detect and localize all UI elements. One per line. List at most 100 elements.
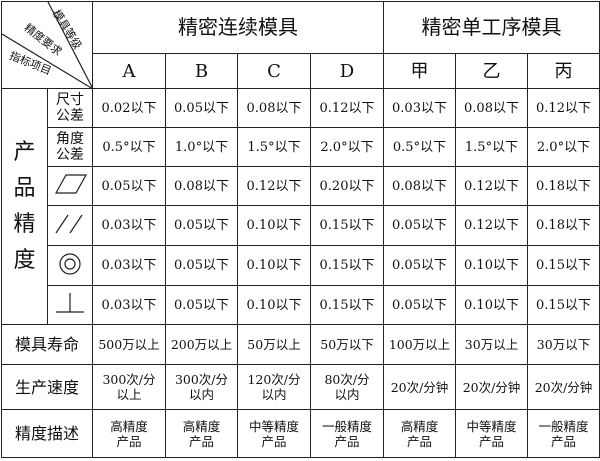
value-line: 中等精度 xyxy=(466,418,517,434)
precision-item-label: 尺寸公差 xyxy=(47,88,93,128)
value-cell: 0.03以下 xyxy=(92,285,166,325)
value-cell: 1.5°以下 xyxy=(455,127,528,167)
value-cell: 高精度 产品 xyxy=(383,409,456,458)
column-header: 甲 xyxy=(383,53,456,89)
value-cell: 0.10以下 xyxy=(237,285,311,325)
value-cell: 2.0°以下 xyxy=(310,127,384,167)
value-cell: 30万以上 xyxy=(455,324,528,365)
table-row: 产品精度 尺寸公差 0.02以下 0.05以下 0.08以下 0.12以下 0.03以下 0.… xyxy=(1,88,600,325)
value-cell: 0.03以下 xyxy=(92,245,166,286)
value-cell: 0.12以下 xyxy=(455,205,528,246)
column-header: C xyxy=(237,53,311,89)
value-cell: 0.15以下 xyxy=(310,285,384,325)
precision-item-label xyxy=(47,166,93,206)
value-line: 300次/分 xyxy=(102,372,156,387)
value-cell: 中等精度 产品 xyxy=(237,409,311,458)
value-cell: 120次/分 以内 xyxy=(237,364,311,410)
diagonal-header-cell: 模具等级 精度要求 指标项目 xyxy=(1,1,93,89)
value-cell: 20次/分钟 xyxy=(527,364,600,410)
table-row: 角度公差 0.5°以下 1.0°以下 1.5°以下 2.0°以下 0.5°以下 1.5°以下… xyxy=(2,127,600,167)
value-cell: 一般精度 产品 xyxy=(310,409,384,458)
value-cell: 0.10以下 xyxy=(455,245,528,286)
value-cell: 0.08以下 xyxy=(237,88,311,128)
value-cell: 一般精度 产品 xyxy=(527,409,600,458)
value-cell: 20次/分钟 xyxy=(383,364,456,410)
value-line: 产品 xyxy=(188,433,214,449)
value-cell: 300次/分 以内 xyxy=(165,364,238,410)
value-line: 300次/分 xyxy=(174,372,229,387)
value-cell: 0.12以下 xyxy=(455,166,528,206)
value-cell: 30万以下 xyxy=(527,324,600,365)
value-cell: 0.18以下 xyxy=(527,205,600,246)
value-cell: 0.05以下 xyxy=(165,205,238,246)
value-line: 以内 xyxy=(188,387,214,402)
value-cell: 0.03以下 xyxy=(383,88,456,128)
value-line: 中等精度 xyxy=(248,418,299,434)
value-cell: 0.20以下 xyxy=(310,166,384,206)
value-cell: 0.08以下 xyxy=(165,166,238,206)
value-cell: 2.0°以下 xyxy=(527,127,600,167)
column-header: D xyxy=(310,53,384,89)
value-line: 80次/分 xyxy=(324,372,370,387)
perpendicularity-icon xyxy=(50,293,90,320)
value-line: 产品 xyxy=(406,433,432,449)
value-cell: 0.03以下 xyxy=(92,205,166,246)
value-cell: 500万以上 xyxy=(92,324,166,365)
row-label: 生产速度 xyxy=(1,364,93,410)
value-line: 高精度 xyxy=(182,418,221,434)
value-line: 20次/分钟 xyxy=(390,379,449,395)
value-line: 500万以上 xyxy=(98,337,160,352)
column-header: 丙 xyxy=(527,53,600,89)
value-cell: 20次/分钟 xyxy=(455,364,528,410)
value-line: 产品 xyxy=(478,433,504,449)
value-cell: 1.0°以下 xyxy=(165,127,238,167)
value-cell: 0.10以下 xyxy=(455,285,528,325)
value-line: 一般精度 xyxy=(321,418,372,434)
value-cell: 0.15以下 xyxy=(527,245,600,286)
category-product-precision: 产品精度 xyxy=(1,88,48,325)
value-cell: 300次/分 以上 xyxy=(92,364,166,410)
value-cell: 0.10以下 xyxy=(237,245,311,286)
table-row: 0.03以下 0.05以下 0.10以下 0.15以下 0.05以下 0.12以下 0.18… xyxy=(2,205,600,246)
value-cell: 1.5°以下 xyxy=(237,127,311,167)
table-row: 0.03以下 0.05以下 0.10以下 0.15以下 0.05以下 0.10以下 0.15… xyxy=(2,245,600,286)
value-line: 高精度 xyxy=(110,418,148,434)
value-cell: 0.5°以下 xyxy=(92,127,166,167)
value-line: 一般精度 xyxy=(538,418,589,434)
value-line: 高精度 xyxy=(400,418,439,434)
precision-item-text: 角度公差 xyxy=(56,131,84,163)
value-line: 50万以下 xyxy=(320,337,374,352)
group-header-single-process-die: 精密单工序模具 xyxy=(383,1,600,54)
precision-item-label: 角度公差 xyxy=(47,127,93,167)
flatness-parallelogram-icon xyxy=(50,174,90,201)
value-line: 以内 xyxy=(261,387,287,402)
value-cell: 高精度 产品 xyxy=(92,409,166,458)
value-cell: 100万以上 xyxy=(383,324,456,365)
value-cell: 50万以下 xyxy=(310,324,384,365)
table-row: 精度描述 高精度 产品 高精度 产品 中等精度 产品 一般精度 产品 高精度 产品 中等精度 产品 一般精… xyxy=(1,409,600,458)
column-header: A xyxy=(92,53,166,89)
parallelism-icon xyxy=(50,214,90,241)
value-line: 100万以上 xyxy=(388,337,451,352)
value-cell: 0.12以下 xyxy=(310,88,384,128)
value-cell: 0.10以下 xyxy=(237,205,311,246)
concentricity-icon xyxy=(50,252,90,281)
value-cell: 0.08以下 xyxy=(383,166,456,206)
diagonal-lines xyxy=(2,2,92,88)
value-cell: 高精度 产品 xyxy=(165,409,238,458)
value-cell: 0.18以下 xyxy=(527,166,600,206)
value-cell: 50万以上 xyxy=(237,324,311,365)
table-row: 模具寿命 500万以上 200万以上 50万以上 50万以下 100万以上 30万以上 30万… xyxy=(1,324,600,365)
precision-item-label xyxy=(47,205,93,246)
value-cell: 0.05以下 xyxy=(383,245,456,286)
value-cell: 中等精度 产品 xyxy=(455,409,528,458)
value-cell: 0.05以下 xyxy=(92,166,166,206)
value-cell: 0.05以下 xyxy=(165,285,238,325)
value-cell: 0.05以下 xyxy=(165,245,238,286)
value-cell: 0.12以下 xyxy=(527,88,600,128)
column-header: 乙 xyxy=(455,53,528,89)
value-line: 50万以上 xyxy=(247,337,301,352)
precision-item-text: 尺寸公差 xyxy=(56,92,84,124)
